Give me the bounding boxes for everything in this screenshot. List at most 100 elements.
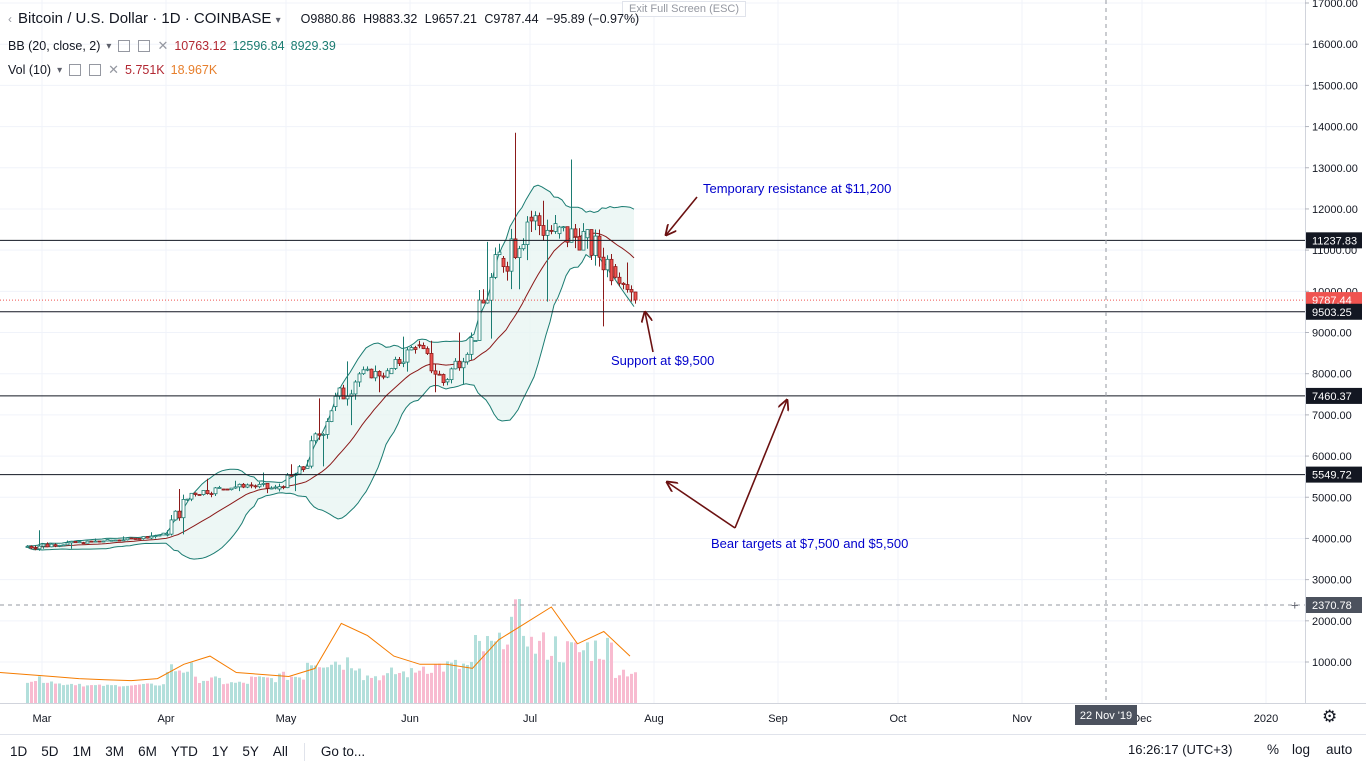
candle-up (233, 486, 238, 489)
candle-up (157, 534, 162, 537)
volume-bar (170, 664, 173, 703)
volume-bar (302, 679, 305, 703)
clock-timezone[interactable]: 16:26:17 (UTC+3) (1128, 742, 1233, 757)
period-5y[interactable]: 5Y (242, 744, 259, 759)
candle-down (597, 235, 602, 258)
candle-up (25, 546, 30, 548)
candle-up (325, 421, 330, 435)
exit-fullscreen-button[interactable]: Exit Full Screen (ESC) (622, 1, 747, 17)
volume-bar (566, 641, 569, 703)
price-chart[interactable]: + 17000.00 16000.00 15000.00 14000.00 13000.… (0, 0, 1366, 735)
volume-bar (346, 657, 349, 703)
candle-up (409, 347, 414, 351)
time-axis[interactable]: Mar Apr May Jun Jul Aug Sep Oct Nov Dec 2020 22 Nov… (0, 703, 1366, 735)
candle-down (377, 371, 382, 377)
volume-bar (94, 685, 97, 703)
volume-bar (318, 667, 321, 703)
candle-up (557, 226, 562, 235)
period-3m[interactable]: 3M (105, 744, 125, 759)
volume-bar (154, 685, 157, 703)
price-tag-label: 9503.25 (1312, 307, 1352, 319)
settings-gear-icon[interactable]: ⚙ (1322, 707, 1338, 726)
volume-bar (270, 678, 273, 703)
volume-bar (438, 663, 441, 703)
period-6m[interactable]: 6M (138, 744, 157, 759)
candle-down (429, 353, 434, 372)
volume-bar (498, 632, 501, 703)
candle-up (257, 483, 262, 488)
symbol-title[interactable]: Bitcoin / U.S. Dollar · 1D · COINBASE ▾ (18, 10, 281, 27)
candle-up (561, 226, 566, 229)
volume-bar (390, 667, 393, 703)
volume-bar (130, 685, 133, 703)
volume-bar (430, 672, 433, 703)
volume-bar (250, 676, 253, 703)
collapse-chevron-icon[interactable]: ‹ (8, 11, 12, 26)
candle-up (585, 229, 590, 239)
candle-up (373, 371, 378, 379)
volume-bar (402, 671, 405, 703)
close-icon[interactable]: ✕ (157, 38, 169, 53)
candle-down (425, 348, 430, 354)
price-axis[interactable]: 17000.00 16000.00 15000.00 14000.00 13000.00… (1305, 0, 1366, 703)
settings-icon[interactable] (138, 40, 151, 52)
timeframe: 1D (161, 10, 181, 27)
volume-bar (150, 683, 153, 703)
volume-bar (586, 642, 589, 703)
candle-up (365, 368, 370, 371)
period-1m[interactable]: 1M (72, 744, 92, 759)
volume-bar (310, 665, 313, 703)
auto-toggle[interactable]: auto (1326, 742, 1353, 757)
volume-bar (306, 662, 309, 703)
price-tag-bg (1306, 232, 1362, 249)
price-tick-label: 3000.00 (1312, 575, 1352, 587)
bb-label[interactable]: BB (20, close, 2) (8, 39, 101, 53)
volume-bar (574, 642, 577, 703)
candle-up (169, 519, 174, 535)
candle-down (457, 360, 462, 369)
time-tick-label: Jun (401, 713, 419, 725)
chevron-down-icon[interactable]: ▾ (57, 64, 63, 76)
volume-bar (54, 683, 57, 703)
eye-icon[interactable] (69, 64, 82, 76)
period-ytd[interactable]: YTD (170, 744, 198, 759)
eye-icon[interactable] (118, 40, 131, 52)
volume-bar (86, 685, 89, 703)
log-toggle[interactable]: log (1292, 742, 1311, 757)
volume-bar (578, 652, 581, 703)
open-value: O9880.86 (300, 11, 356, 26)
candle-up (521, 244, 526, 250)
candle-down (289, 474, 294, 477)
volume-bar (238, 681, 241, 703)
settings-icon[interactable] (89, 64, 102, 76)
volume-bar (614, 677, 617, 703)
goto-button[interactable]: Go to... (320, 744, 366, 759)
candle-up (353, 381, 358, 395)
candle-up (181, 499, 186, 519)
vol-label[interactable]: Vol (10) (8, 63, 52, 77)
close-icon[interactable]: ✕ (108, 62, 120, 77)
volume-bar (434, 663, 437, 703)
volume-bar (522, 635, 525, 703)
percent-toggle[interactable]: % (1267, 742, 1280, 757)
period-5d[interactable]: 5D (41, 744, 59, 759)
volume-bar (406, 677, 409, 703)
candle-up (321, 434, 326, 436)
volume-ma-value: 18.967K (170, 63, 218, 77)
volume-bar (486, 636, 489, 703)
chevron-down-icon[interactable]: ▾ (106, 40, 112, 52)
candle-down (73, 540, 78, 544)
candle-up (305, 465, 310, 469)
volume-bar (510, 616, 513, 703)
period-all[interactable]: All (272, 744, 288, 759)
change-value: −95.89 (−0.97%) (546, 11, 640, 26)
volume-bar (138, 684, 141, 703)
price-tick-label: 14000.00 (1312, 122, 1358, 134)
period-1y[interactable]: 1Y (211, 744, 229, 759)
price-tag-label: 2370.78 (1312, 600, 1352, 612)
chevron-down-icon[interactable]: ▾ (275, 15, 281, 26)
candle-down (265, 482, 270, 489)
candle-up (121, 539, 126, 542)
period-1d[interactable]: 1D (10, 744, 28, 759)
candle-up (153, 535, 158, 538)
